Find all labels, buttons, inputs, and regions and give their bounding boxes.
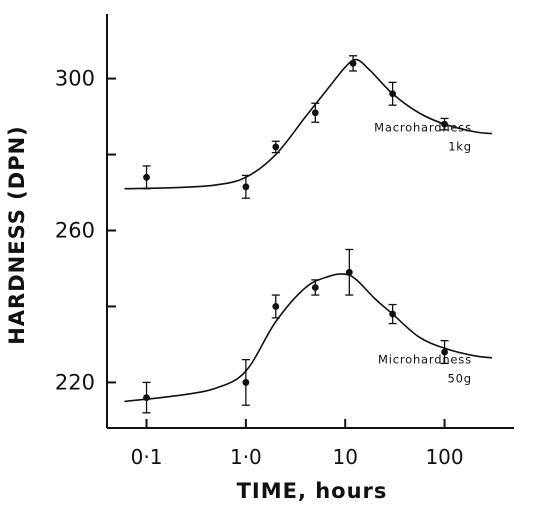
data-point-s1-p1 bbox=[242, 379, 250, 386]
data-point-s1-p0 bbox=[143, 394, 150, 402]
data-point-s0-p1 bbox=[242, 183, 250, 191]
data-point-s1-p2 bbox=[272, 303, 280, 310]
data-point-s0-p0 bbox=[143, 173, 150, 181]
curves bbox=[124, 58, 493, 403]
axes bbox=[106, 14, 514, 429]
annotations: Macrohardness 1kg Microhardness 50g bbox=[374, 121, 472, 386]
y-ticks: 220 260 300 bbox=[55, 67, 116, 394]
y-tick-label: 300 bbox=[55, 67, 95, 91]
data-point-s0-p2 bbox=[272, 143, 280, 151]
series-label-0-line-1: 1kg bbox=[448, 140, 472, 154]
data-point-s0-p6 bbox=[441, 120, 448, 128]
x-tick-label: 1·0 bbox=[230, 445, 262, 469]
x-axis-title: TIME, hours bbox=[237, 479, 388, 503]
x-ticks: 0·1 1·0 10 100 bbox=[131, 419, 464, 469]
data-point-s1-p6 bbox=[441, 348, 448, 356]
data-point-s1-p5 bbox=[389, 310, 397, 318]
data-point-s0-p5 bbox=[389, 90, 397, 98]
x-tick-label: 0·1 bbox=[131, 445, 163, 469]
x-tick-label: 10 bbox=[332, 445, 357, 469]
series-label-0-line-0: Macrohardness bbox=[374, 121, 472, 135]
data-point-s1-p4 bbox=[345, 268, 353, 276]
series-label-1-line-0: Microhardness bbox=[378, 352, 472, 366]
series-curve-0 bbox=[124, 58, 493, 190]
data-point-s0-p3 bbox=[311, 109, 319, 117]
y-tick-label: 220 bbox=[55, 370, 95, 394]
data-point-s1-p3 bbox=[311, 284, 319, 291]
series-label-1-line-1: 50g bbox=[448, 371, 472, 385]
y-tick-label: 260 bbox=[55, 218, 95, 242]
data-point-s0-p4 bbox=[349, 59, 357, 67]
y-axis-title: HARDNESS (DPN) bbox=[5, 125, 29, 345]
points bbox=[142, 55, 449, 414]
x-tick-label: 100 bbox=[425, 445, 463, 469]
series-curve-1 bbox=[124, 273, 493, 403]
